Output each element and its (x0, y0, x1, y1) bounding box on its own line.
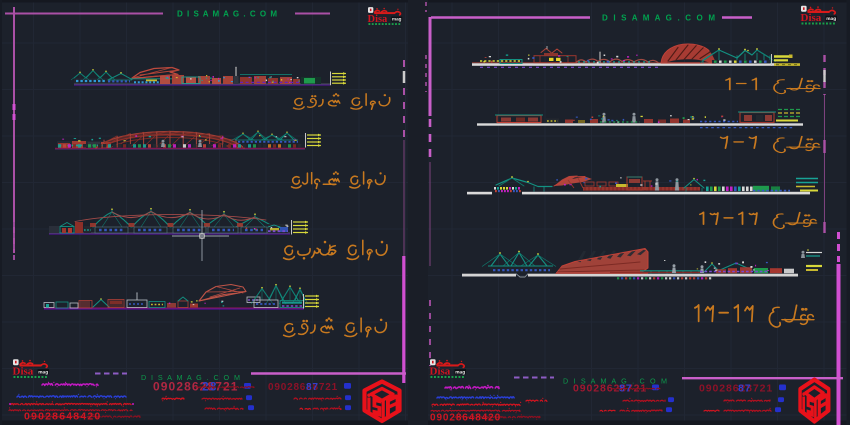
svg-text:87: 87 (306, 382, 319, 393)
svg-text:D I S A M A G . C O M: D I S A M A G . C O M (563, 377, 667, 386)
svg-text:09028628721: 09028628721 (699, 383, 773, 395)
svg-text:Disa: Disa (368, 14, 388, 25)
svg-text:mag: mag (826, 17, 836, 22)
svg-text:D I S A M A G . C O M: D I S A M A G . C O M (141, 373, 240, 382)
svg-text:D I S A M A G . C O M: D I S A M A G . C O M (177, 10, 277, 19)
svg-text:87: 87 (738, 383, 751, 395)
svg-text:mag: mag (455, 371, 465, 376)
svg-text:28: 28 (202, 380, 218, 394)
svg-text:09028628721: 09028628721 (268, 382, 338, 393)
svg-text:mag: mag (38, 371, 48, 376)
svg-text:mag: mag (392, 17, 402, 22)
svg-text:D I S A M A G . C O M: D I S A M A G . C O M (602, 14, 715, 23)
svg-text:09028628721: 09028628721 (153, 380, 239, 394)
svg-text:Disa: Disa (801, 12, 822, 24)
svg-text:09028648420: 09028648420 (430, 413, 501, 424)
svg-text:Disa: Disa (430, 366, 451, 378)
svg-text:Disa: Disa (13, 366, 34, 378)
svg-text:09028648420: 09028648420 (24, 411, 101, 423)
svg-text:09028628721: 09028628721 (573, 383, 647, 395)
